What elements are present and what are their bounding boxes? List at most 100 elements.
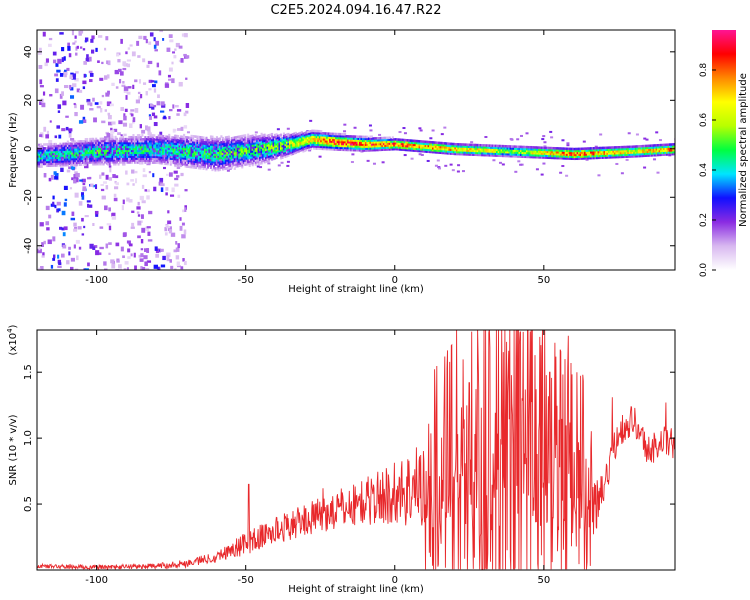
spectrogram-cell — [129, 44, 133, 47]
spectrogram-cell — [166, 147, 169, 150]
spectrogram-cell — [600, 148, 603, 152]
spectrogram-cell — [469, 149, 472, 152]
spectrogram-cell — [150, 134, 153, 137]
spectrogram-cell — [433, 147, 436, 150]
spectrogram-cell — [253, 157, 256, 161]
spectrogram-cell — [239, 150, 242, 154]
spectrogram-cell — [148, 159, 151, 162]
spectrogram-cell — [437, 149, 441, 152]
spectrogram-cell — [594, 152, 597, 156]
spectrogram-cell — [172, 140, 175, 143]
spectrogram-cell — [412, 145, 415, 148]
spectrogram-cell — [148, 210, 153, 215]
spectrogram-cell — [108, 159, 111, 162]
spectrogram-cell — [167, 74, 171, 78]
spectrogram-cell — [630, 155, 633, 158]
spectrogram-cell — [98, 153, 101, 156]
spectrogram-cell — [205, 144, 208, 148]
spectrogram-cell — [488, 152, 491, 155]
spectrogram-cell — [130, 159, 134, 162]
spectrogram-cell — [142, 266, 146, 270]
spectrogram-cell — [620, 172, 624, 175]
spectrogram-cell — [39, 154, 43, 158]
spectrogram-cell — [262, 157, 265, 161]
spectrogram-cell — [58, 134, 62, 139]
spectrogram-cell — [424, 144, 427, 147]
spectrogram-cell — [341, 148, 344, 152]
spectrogram-cell — [631, 145, 634, 148]
spectrogram-cell — [490, 144, 493, 147]
spectrogram-cell — [131, 222, 135, 227]
spectrogram-cell — [187, 144, 190, 147]
spectrogram-cell — [57, 160, 60, 163]
spectrogram-cell — [211, 153, 214, 156]
spectrogram-cell — [664, 153, 667, 156]
spectrogram-cell — [661, 145, 664, 149]
spectrogram-cell — [339, 136, 342, 140]
spectrogram-cell — [218, 168, 221, 172]
spectrogram-cell — [250, 162, 253, 165]
spectrogram-cell — [156, 151, 159, 155]
spectrogram-cell — [168, 151, 171, 154]
spectrogram-cell — [160, 140, 163, 144]
spectrogram-cell — [132, 155, 135, 158]
spectrogram-cell — [241, 161, 244, 165]
spectrogram-cell — [232, 154, 235, 157]
spectrogram-cell — [141, 129, 146, 134]
spectrogram-cell — [440, 133, 444, 136]
spectrogram-cell — [341, 142, 344, 146]
spectrogram-cell — [274, 157, 277, 160]
spectrogram-cell — [317, 129, 320, 133]
spectrogram-cell — [633, 145, 636, 148]
spectrogram-cell — [73, 228, 77, 232]
spectrogram-cell — [39, 101, 43, 106]
spectrogram-cell — [73, 102, 76, 106]
spectrogram-cell — [640, 152, 643, 156]
spectrogram-cell — [127, 151, 131, 155]
spectrogram-cell — [190, 152, 193, 155]
spectrogram-cell — [40, 98, 44, 103]
spectrogram-cell — [591, 156, 594, 160]
spectrogram-cell — [121, 147, 125, 151]
spectrogram-cell — [202, 146, 205, 149]
spectrogram-cell — [135, 159, 138, 162]
spectrogram-cell — [86, 161, 89, 164]
spectrogram-cell — [257, 156, 260, 160]
spectrogram-cell — [585, 157, 588, 160]
spectrogram-cell — [133, 153, 136, 156]
spectrogram-cell — [363, 147, 366, 150]
spectrogram-cell — [593, 152, 596, 156]
spectrogram-cell — [195, 166, 198, 169]
spectrogram-cell — [372, 146, 375, 150]
spectrogram-cell — [244, 143, 247, 147]
spectrogram-cell — [218, 139, 221, 142]
spectrogram-cell — [487, 152, 490, 155]
spectrogram-cell — [279, 156, 283, 160]
spectrogram-cell — [397, 140, 400, 143]
spectrogram-cell — [354, 148, 357, 152]
spectrogram-cell — [181, 162, 184, 166]
spectrogram-cell — [318, 137, 321, 141]
spectrogram-cell — [627, 151, 630, 154]
spectrogram-cell — [123, 147, 126, 151]
spectrogram-cell — [206, 142, 210, 146]
spectrogram-cell — [62, 158, 65, 161]
spectrogram-cell — [290, 147, 293, 150]
spectrogram-cell — [542, 162, 546, 165]
spectrogram-cell — [375, 148, 378, 152]
spectrogram-cell — [268, 159, 271, 162]
spectrogram-cell — [268, 157, 271, 160]
spectrogram-cell — [291, 150, 294, 154]
snr-x-label: Height of straight line (km) — [288, 584, 424, 595]
spectrogram-cell — [98, 147, 101, 150]
spectrogram-cell — [645, 150, 648, 154]
spectrogram-cell — [266, 151, 269, 155]
spectrogram-cell — [338, 136, 341, 140]
spectrogram-cell — [266, 146, 269, 149]
spectrogram-cell — [57, 265, 62, 268]
spectrogram-cell — [116, 157, 119, 160]
spectrogram-cell — [193, 146, 196, 150]
spectrogram-cell — [129, 155, 132, 158]
spectrogram-cell — [190, 134, 193, 138]
spectrogram-cell — [117, 132, 121, 136]
